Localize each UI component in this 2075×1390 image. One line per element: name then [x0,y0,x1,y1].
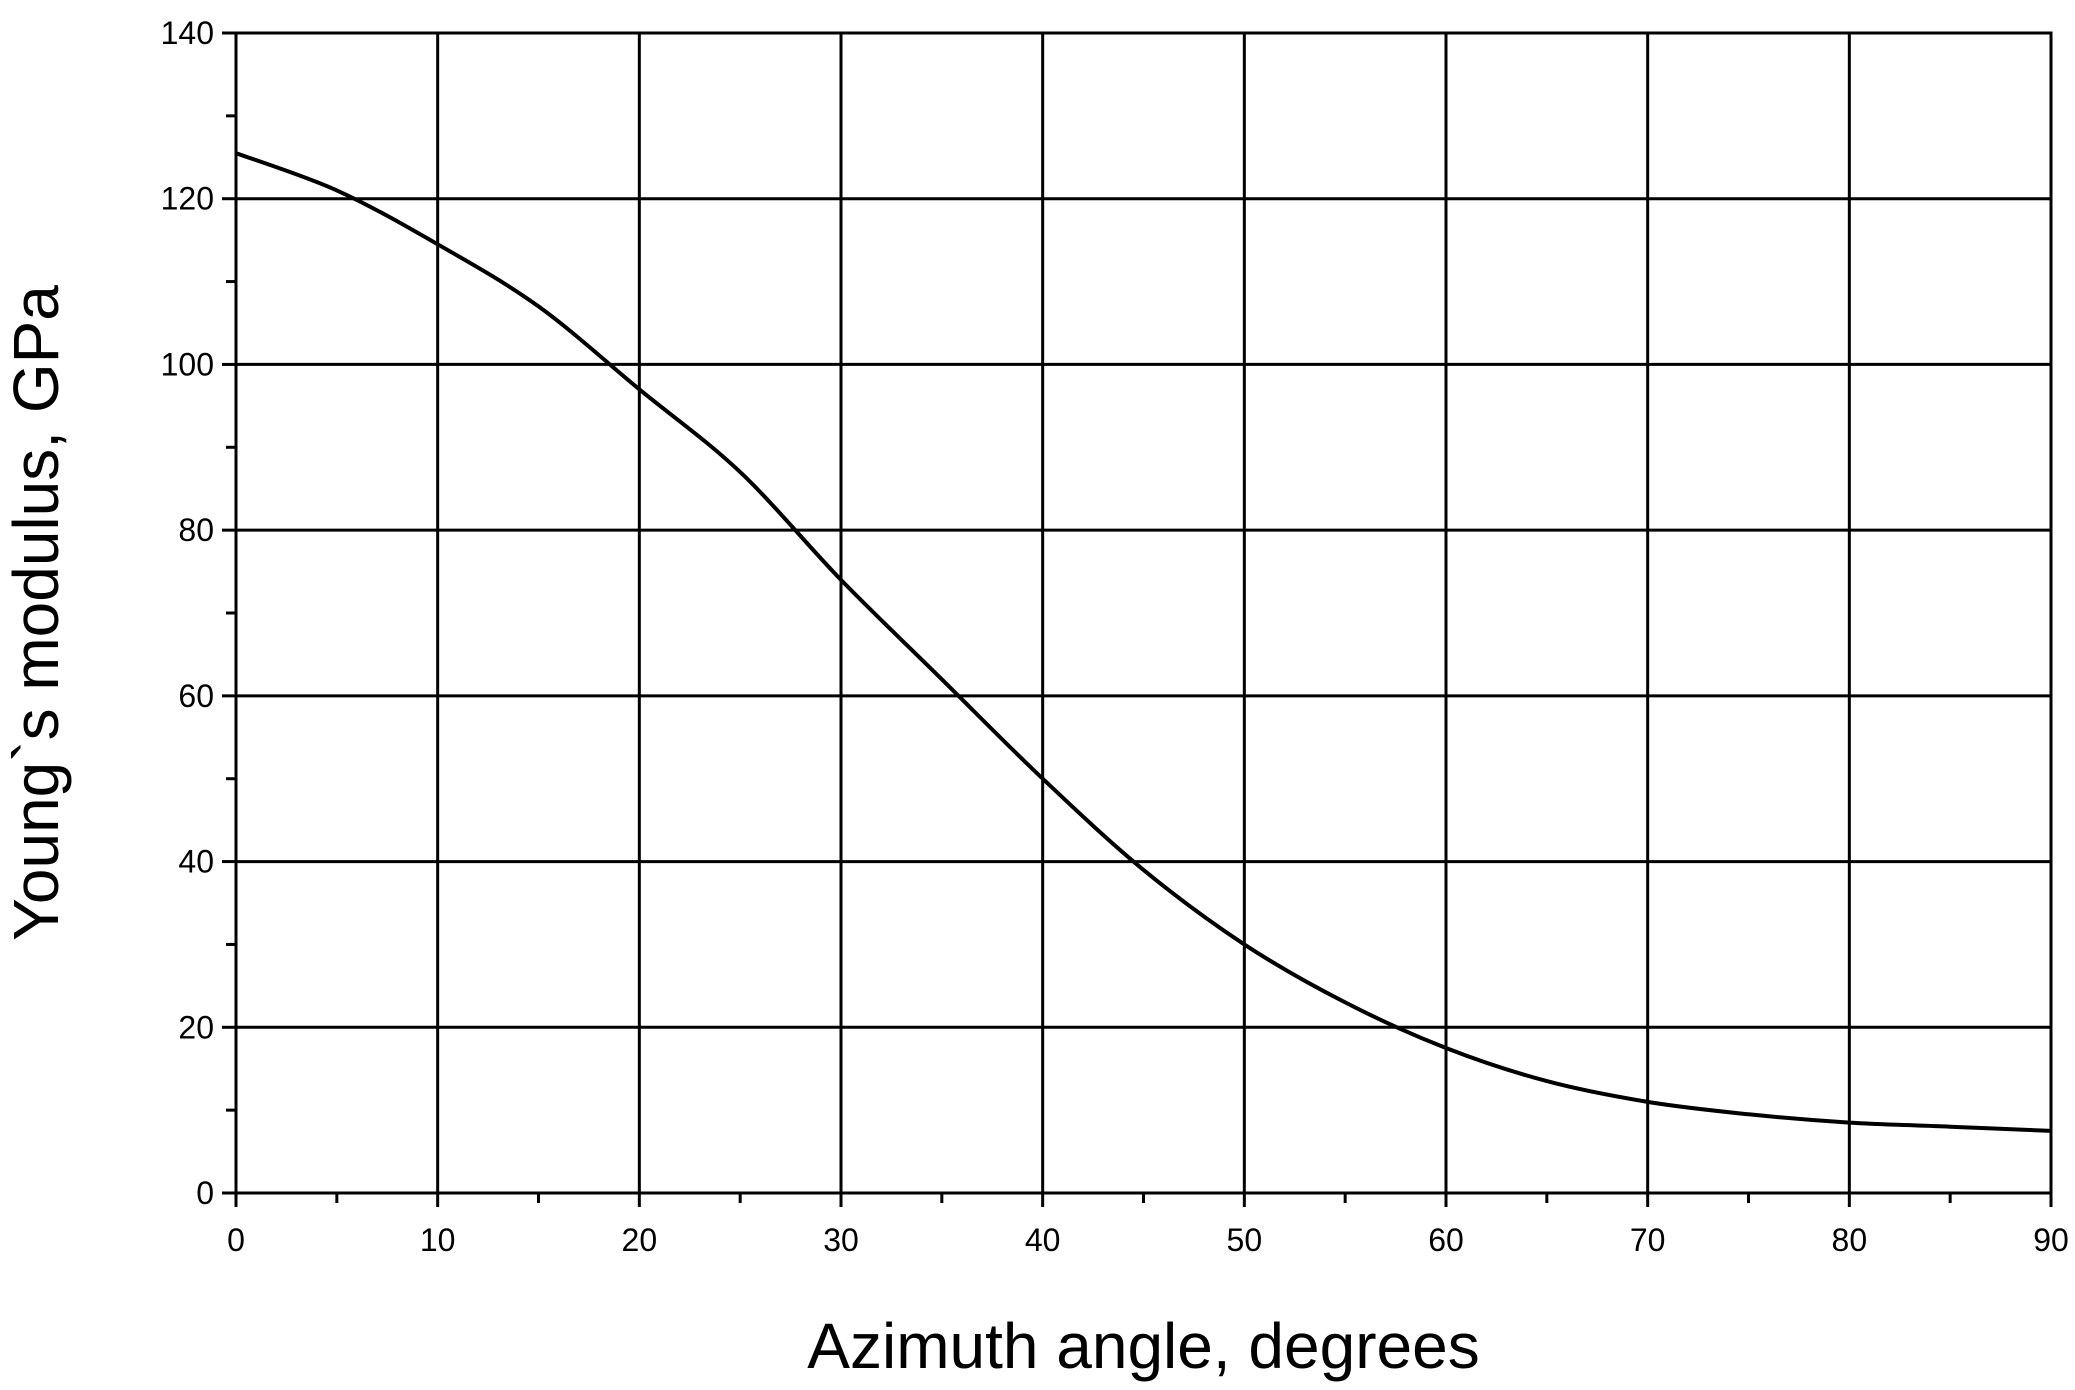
y-tick-label: 120 [161,181,214,217]
x-tick-label: 80 [1832,1222,1868,1258]
y-tick-label: 140 [161,15,214,51]
y-tick-label: 20 [178,1009,214,1045]
y-tick-label: 0 [196,1175,214,1211]
plot-area-frame [234,31,2053,1195]
x-axis-title: Azimuth angle, degrees [807,1310,1479,1382]
x-tick-label: 60 [1428,1222,1464,1258]
x-tick-label: 20 [622,1222,658,1258]
y-tick-label: 100 [161,346,214,382]
minor-ticks [222,31,2053,1207]
y-tick-label: 60 [178,678,214,714]
x-tick-label: 90 [2033,1222,2069,1258]
y-tick-label: 80 [178,512,214,548]
y-tick-label: 40 [178,844,214,880]
grid-lines [234,31,2053,1195]
series-layer [235,151,2052,1133]
y-axis-title: Young`s modulus, GPa [0,285,72,941]
y-axis-tick-labels: 0 20 40 60 80 100 120 140 [161,15,214,1211]
x-tick-label: 70 [1630,1222,1666,1258]
x-tick-label: 40 [1025,1222,1061,1258]
x-tick-label: 30 [823,1222,859,1258]
x-tick-label: 0 [227,1222,245,1258]
x-tick-label: 10 [420,1222,456,1258]
series-line-0 [235,151,2052,1133]
x-tick-label: 50 [1227,1222,1263,1258]
x-axis-tick-labels: 0 10 20 30 40 50 60 70 80 90 [227,1222,2069,1258]
